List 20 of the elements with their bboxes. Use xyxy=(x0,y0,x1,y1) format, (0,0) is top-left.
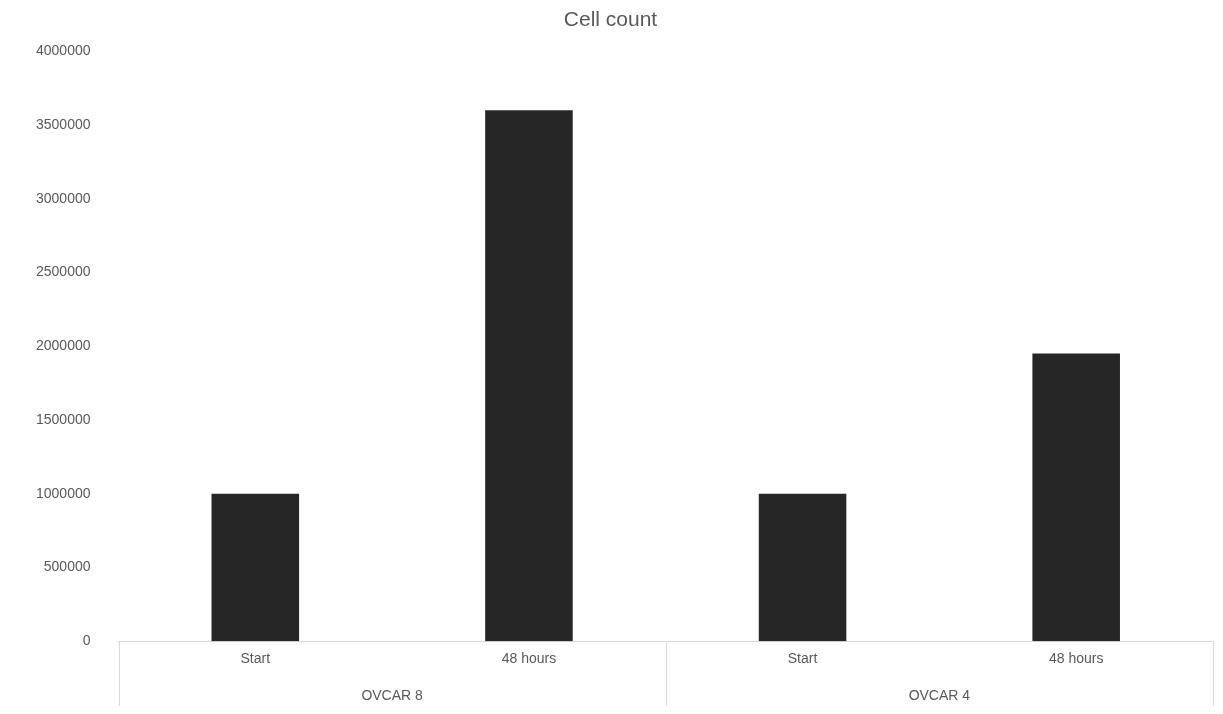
y-tick-label: 1500000 xyxy=(35,410,91,427)
chart-title: Cell count xyxy=(563,7,658,31)
y-tick-label: 0 xyxy=(82,632,91,649)
y-tick-label: 500000 xyxy=(43,558,91,575)
bar xyxy=(758,493,847,642)
x-tick-label: Start xyxy=(240,650,271,667)
y-tick-label: 3000000 xyxy=(35,189,91,206)
y-tick-label: 4000000 xyxy=(35,42,91,59)
y-tick-label: 1000000 xyxy=(35,484,91,501)
x-tick-label: 48 hours xyxy=(1048,650,1104,667)
x-tick-label: 48 hours xyxy=(501,650,557,667)
bar xyxy=(485,110,573,642)
x-tick-label: Start xyxy=(787,650,818,667)
bar xyxy=(211,493,300,642)
y-tick-label: 2500000 xyxy=(35,263,91,280)
text: OVCAR 4 xyxy=(908,686,971,703)
bar xyxy=(1032,353,1120,642)
text: OVCAR 8 xyxy=(361,686,424,703)
y-tick-label: 2000000 xyxy=(35,337,91,354)
y-tick-label: 3500000 xyxy=(35,115,91,132)
